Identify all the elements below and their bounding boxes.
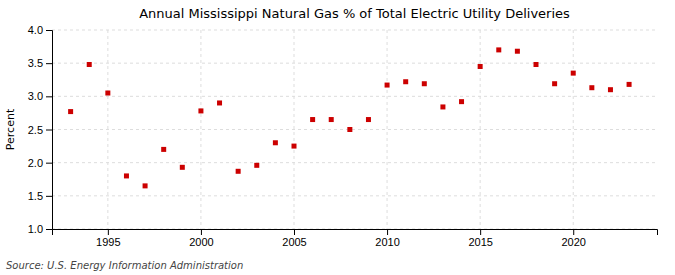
tick-label: 1.0 [28,223,43,235]
point [478,64,483,69]
tick-mark [46,196,52,197]
tick: 2015 [468,229,492,248]
grid-line [52,195,657,196]
tick-mark [46,63,52,64]
tick: 1.0 [28,223,52,235]
grid-line [573,30,574,229]
plot: 1995 2000 2005 2010 2015 2020 1.0 1.5 2.0 2.5 3.0 3… [28,24,658,248]
point [329,117,334,122]
axis-line [46,31,53,230]
x-axis: 1995 2000 2005 2010 2015 2020 [53,229,658,248]
point [366,117,371,122]
tick-label: 2.0 [28,157,43,169]
tick-label: 4.0 [28,24,43,36]
point [496,47,501,52]
tick-label: 1995 [96,236,120,248]
tick-label: 3.0 [28,90,43,102]
tick-mark [294,229,295,235]
point [217,100,222,105]
tick-label: 2005 [282,236,306,248]
grid-line [480,30,481,229]
point [68,109,73,114]
tick: 2020 [561,229,585,248]
tick: 1995 [96,229,120,248]
tick: 4.0 [28,24,52,36]
tick-label: 2020 [561,236,585,248]
tick-label: 2000 [189,236,213,248]
point [143,183,148,188]
grid-line [52,63,657,64]
grid-line [387,30,388,229]
points [68,47,631,188]
point [292,144,297,149]
point [161,147,166,152]
point [627,82,632,87]
y-axis-title: Percent [4,108,17,150]
point [589,85,594,90]
tick-mark [46,96,52,97]
title: Annual Mississippi Natural Gas % of Tota… [139,6,570,21]
tick-mark [46,30,52,31]
tick: 2.0 [28,157,52,169]
point [254,163,259,168]
point [440,104,445,109]
point [347,127,352,132]
y-axis: 1.0 1.5 2.0 2.5 3.0 3.5 4.0 [28,24,53,235]
tick: 2000 [189,229,213,248]
tick: 2005 [282,229,306,248]
point [552,81,557,86]
grid-line [294,30,295,229]
tick-mark [46,163,52,164]
tick-label: 1.5 [28,190,43,202]
point [124,173,129,178]
point [534,62,539,67]
point [273,140,278,145]
tick-mark [201,229,202,235]
tick-label: 3.5 [28,57,43,69]
grid-line [200,30,201,229]
grid-line [52,96,657,97]
tick: 2.5 [28,124,52,136]
point [608,87,613,92]
tick-mark [480,229,481,235]
point [236,169,241,174]
point [385,83,390,88]
tick-label: 2010 [375,236,399,248]
tick-mark [387,229,388,235]
tick: 3.0 [28,90,52,102]
point [571,71,576,76]
tick: 1.5 [28,190,52,202]
grid-line [52,162,657,163]
grid-line [52,129,657,130]
point [310,117,315,122]
tick: 3.5 [28,57,52,69]
grid-line [107,30,108,229]
tick-mark [573,229,574,235]
point [87,62,92,67]
annotation: Source: U.S. Energy Information Administ… [6,260,243,271]
tick-mark [46,229,52,230]
tick-label: 2.5 [28,124,43,136]
tick-mark [108,229,109,235]
point [105,91,110,96]
point [198,108,203,113]
point [459,99,464,104]
tick-mark [46,130,52,131]
point [403,79,408,84]
point [422,81,427,86]
tick: 2010 [375,229,399,248]
axis-line [53,230,658,236]
point [180,165,185,170]
grid [52,30,657,229]
chart: 1995 2000 2005 2010 2015 2020 1.0 1.5 2.0 2.5 3.0 3… [0,0,675,275]
tick-label: 2015 [468,236,492,248]
grid-line [52,30,657,31]
point [515,49,520,54]
